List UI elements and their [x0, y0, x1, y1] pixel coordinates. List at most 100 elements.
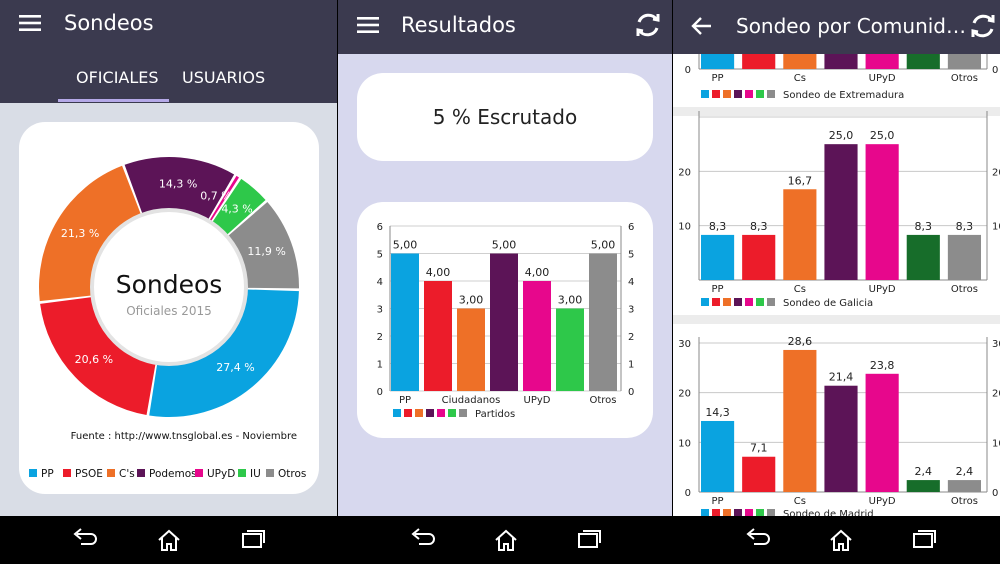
- menu-icon[interactable]: [19, 14, 41, 32]
- legend-swatch: [195, 469, 203, 477]
- bar-extremadura: [947, 54, 981, 69]
- y-tick-label-right: 0: [992, 488, 998, 499]
- legend-swatch: [266, 469, 274, 477]
- legend-swatch: [712, 298, 720, 306]
- donut-slice-otros: [228, 202, 299, 289]
- recents-icon[interactable]: [911, 528, 937, 550]
- y-tick-label-right: 10: [992, 222, 1000, 233]
- bar-upyd: [523, 281, 551, 391]
- x-tick-label: PP: [712, 73, 724, 84]
- x-tick-label: Otros: [589, 395, 616, 406]
- tab-indicator: [58, 99, 169, 102]
- legend-label: Podemos: [149, 468, 197, 480]
- home-icon[interactable]: [493, 528, 519, 552]
- legend-swatch: [437, 409, 445, 417]
- bar-value-label: 25,0: [870, 129, 895, 142]
- legend-swatch: [701, 298, 709, 306]
- bar-value-label: 28,6: [788, 335, 813, 348]
- back-arrow-icon[interactable]: [691, 16, 713, 36]
- legend-swatch: [723, 509, 731, 516]
- bar-extremadura: [906, 54, 940, 69]
- source-text: Fuente : http://www.tnsglobal.es - Novie…: [70, 431, 297, 442]
- x-tick-label: UPyD: [869, 284, 896, 295]
- legend-swatch: [767, 509, 775, 516]
- legend-item: C's: [107, 468, 135, 480]
- home-icon[interactable]: [156, 528, 182, 552]
- y-tick-label: 0: [377, 387, 383, 398]
- back-icon[interactable]: [72, 528, 98, 550]
- y-tick-label: 20: [678, 389, 691, 400]
- bar-psoe: [742, 456, 776, 492]
- donut-title: Sondeos: [115, 270, 223, 299]
- legend-swatch: [459, 409, 467, 417]
- legend-label: Sondeo de Extremadura: [783, 90, 904, 101]
- y-tick-label: 10: [678, 222, 691, 233]
- legend-swatch: [238, 469, 246, 477]
- refresh-icon[interactable]: [633, 10, 663, 40]
- x-tick-label: Ciudadanos: [442, 395, 501, 406]
- bar-value-label: 23,8: [870, 359, 895, 372]
- x-tick-label: PP: [712, 496, 724, 507]
- results-chart-card: 0 0 1 1 2 2 3 3 4 4 5 5 6 6 5,00 PP 4,00 3,00 Ciudadanos 5,…: [357, 202, 653, 438]
- legend-swatch: [756, 298, 764, 306]
- bar-iu: [906, 234, 940, 280]
- y-tick-label-right: 20: [992, 167, 1000, 178]
- legend-swatch: [767, 90, 775, 98]
- tab-usuarios[interactable]: USUARIOS: [182, 68, 266, 87]
- bar-pp: [391, 253, 419, 391]
- legend-item: Otros: [266, 468, 306, 480]
- bar-podemos: [490, 253, 518, 391]
- legend-item: UPyD: [195, 468, 235, 480]
- y-tick-label: 5: [377, 250, 383, 261]
- recents-icon[interactable]: [576, 528, 602, 550]
- bar-value-label: 8,3: [915, 220, 933, 233]
- x-tick-label: Otros: [951, 284, 978, 295]
- home-icon[interactable]: [828, 528, 854, 552]
- donut-slice-upyd: [209, 175, 239, 222]
- bar-value-label: 16,7: [788, 174, 813, 187]
- y-tick-label-right: 10: [992, 438, 1000, 449]
- bar-iu: [556, 308, 584, 391]
- legend-label: UPyD: [207, 468, 236, 480]
- bar-otros: [589, 253, 617, 391]
- legend-label: PP: [41, 468, 54, 480]
- legend-swatch: [745, 298, 753, 306]
- legend-swatch: [404, 409, 412, 417]
- legend-item: IU: [238, 468, 261, 480]
- screen-comunidades: 0 0 PP Cs UPyD Otros Sondeo de Extremadura 10 20…: [673, 0, 1000, 564]
- bar-value-label: 3,00: [459, 294, 484, 307]
- legend-swatch: [745, 90, 753, 98]
- x-tick-label: Otros: [951, 496, 978, 507]
- legend-swatch: [734, 509, 742, 516]
- y-tick-label-right: 3: [628, 305, 634, 316]
- card-divider: [673, 315, 1000, 324]
- bar-value-label: 5,00: [591, 239, 616, 252]
- results-bar-chart: 0 0 1 1 2 2 3 3 4 4 5 5 6 6 5,00 PP 4,00 3,00 Ciudadanos 5,…: [377, 222, 635, 420]
- legend-swatch: [756, 90, 764, 98]
- tab-oficiales[interactable]: OFICIALES: [76, 68, 159, 87]
- back-icon[interactable]: [410, 528, 436, 550]
- donut-hole: [90, 208, 248, 366]
- y-tick-label: 0: [685, 488, 691, 499]
- app-bar: Sondeos OFICIALES USUARIOS: [0, 0, 337, 103]
- legend-swatch: [723, 90, 731, 98]
- back-icon[interactable]: [745, 528, 771, 550]
- donut-slice-label: 4,3 %: [221, 202, 252, 215]
- legend-swatch: [745, 509, 753, 516]
- recents-icon[interactable]: [240, 528, 266, 550]
- menu-icon[interactable]: [357, 16, 379, 34]
- x-tick-label: UPyD: [524, 395, 551, 406]
- x-tick-label: UPyD: [869, 496, 896, 507]
- x-tick-label: Cs: [794, 284, 806, 295]
- donut-slice-label: 0,7 %: [200, 190, 231, 203]
- system-nav-bar: [338, 516, 672, 564]
- legend-swatch: [723, 298, 731, 306]
- legend-swatch: [701, 509, 709, 516]
- y-tick-label: 2: [377, 332, 383, 343]
- donut-slice-podemos: [124, 157, 235, 220]
- bar-upyd: [865, 373, 899, 492]
- y-tick-label: 20: [678, 167, 691, 178]
- bar-psoe: [742, 234, 776, 280]
- refresh-icon[interactable]: [968, 11, 998, 41]
